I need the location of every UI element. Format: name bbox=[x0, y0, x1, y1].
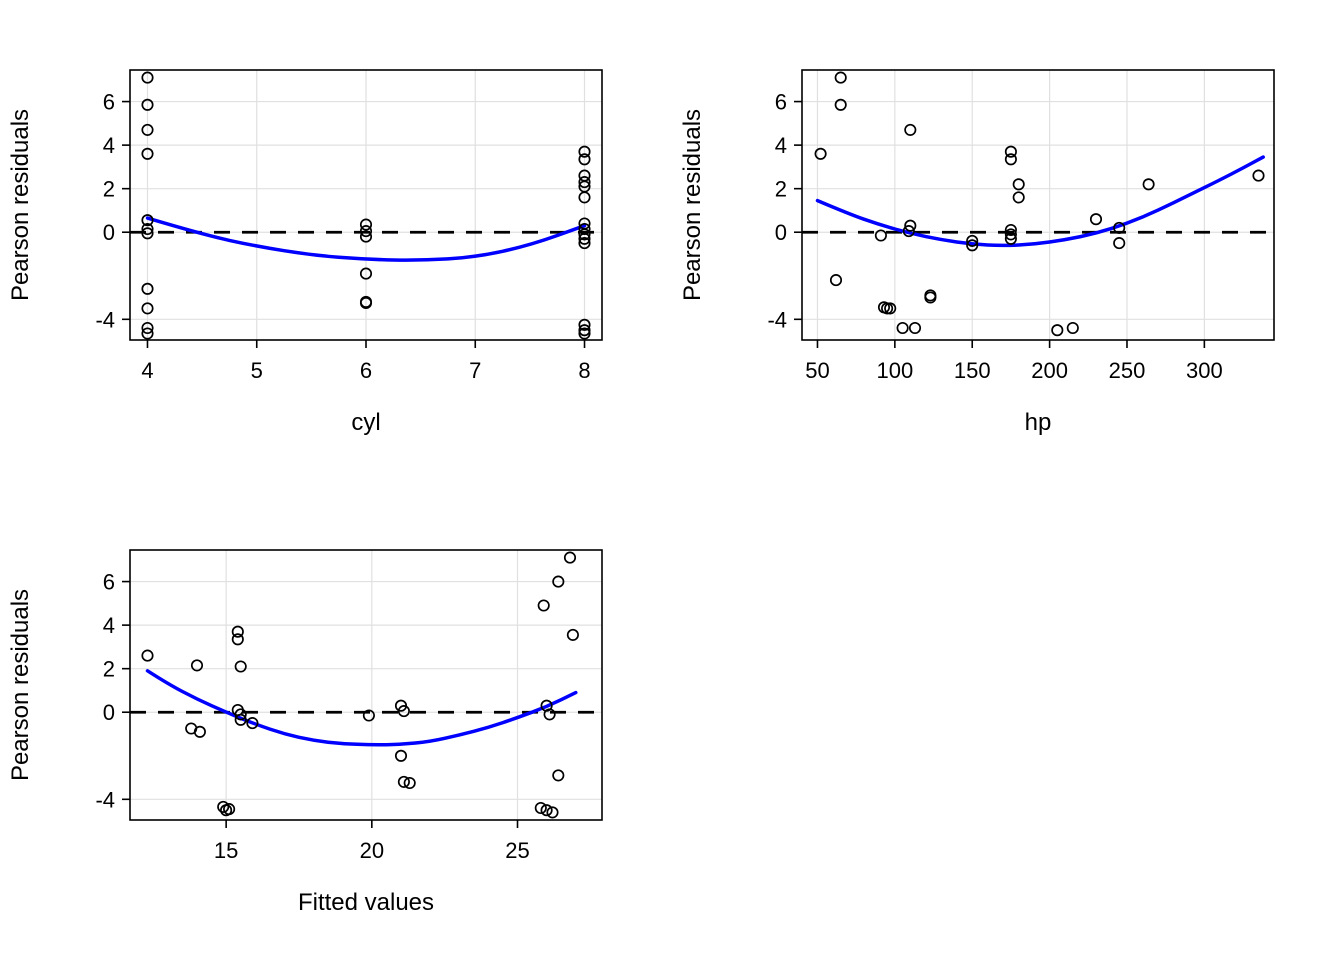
x-tick-label: 6 bbox=[360, 358, 372, 383]
smooth-fit-line bbox=[815, 155, 1265, 248]
gridlines bbox=[130, 550, 602, 820]
y-axis-label: Pearson residuals bbox=[7, 589, 34, 781]
smooth-fit-line bbox=[145, 216, 587, 262]
y-tick-label: -4 bbox=[767, 307, 787, 332]
y-axis: -4 0 2 4 6 bbox=[95, 570, 130, 812]
y-tick-label: 6 bbox=[103, 570, 115, 595]
y-tick-label: 0 bbox=[103, 220, 115, 245]
hp-residual-plot: 50 100 150 200 250 300 -4 0 2 4 6 hp Pearson residua… bbox=[679, 69, 1275, 436]
y-tick-label: -4 bbox=[95, 787, 115, 812]
gridlines bbox=[130, 70, 602, 340]
panel-fitted-values: 15 20 25 -4 0 2 4 6 Fitted values Pearson residua… bbox=[0, 480, 672, 960]
x-tick-label: 200 bbox=[1031, 358, 1068, 383]
y-tick-label: 6 bbox=[775, 90, 787, 115]
y-axis-label: Pearson residuals bbox=[679, 109, 706, 301]
x-axis: 50 100 150 200 250 300 bbox=[805, 340, 1223, 383]
empty-cell bbox=[672, 480, 1344, 960]
y-tick-label: 2 bbox=[775, 177, 787, 202]
x-tick-label: 25 bbox=[505, 838, 529, 863]
y-tick-label: 4 bbox=[103, 613, 115, 638]
gridlines bbox=[802, 70, 1274, 340]
y-axis: -4 0 2 4 6 bbox=[767, 90, 802, 332]
y-tick-label: 4 bbox=[775, 133, 787, 158]
plot-box bbox=[129, 549, 603, 821]
data-points bbox=[814, 71, 1265, 337]
panel-cyl: 4 5 6 7 8 -4 0 2 4 6 cyl Pearson residuals bbox=[0, 0, 672, 480]
x-axis: 15 20 25 bbox=[214, 820, 530, 863]
y-tick-label: 0 bbox=[103, 700, 115, 725]
x-tick-label: 15 bbox=[214, 838, 238, 863]
cyl-residual-plot: 4 5 6 7 8 -4 0 2 4 6 cyl Pearson residuals bbox=[7, 69, 603, 436]
x-axis-label: cyl bbox=[351, 409, 380, 436]
x-tick-label: 4 bbox=[141, 358, 153, 383]
x-axis: 4 5 6 7 8 bbox=[141, 340, 591, 383]
y-tick-label: -4 bbox=[95, 307, 115, 332]
x-axis-label: Fitted values bbox=[298, 889, 434, 916]
x-tick-label: 300 bbox=[1186, 358, 1223, 383]
x-axis-label: hp bbox=[1025, 409, 1052, 436]
x-tick-label: 100 bbox=[876, 358, 913, 383]
y-tick-label: 2 bbox=[103, 177, 115, 202]
x-tick-label: 20 bbox=[360, 838, 384, 863]
x-tick-label: 8 bbox=[578, 358, 590, 383]
x-tick-label: 250 bbox=[1109, 358, 1146, 383]
data-points bbox=[141, 551, 579, 819]
y-tick-label: 0 bbox=[775, 220, 787, 245]
data-points bbox=[141, 71, 591, 340]
x-tick-label: 150 bbox=[954, 358, 991, 383]
fitted-values-residual-plot: 15 20 25 -4 0 2 4 6 Fitted values Pearson residua… bbox=[7, 549, 603, 916]
y-axis-label: Pearson residuals bbox=[7, 109, 34, 301]
x-tick-label: 50 bbox=[805, 358, 829, 383]
x-tick-label: 7 bbox=[469, 358, 481, 383]
y-axis: -4 0 2 4 6 bbox=[95, 90, 130, 332]
x-tick-label: 5 bbox=[251, 358, 263, 383]
plot-box bbox=[801, 69, 1275, 341]
panel-hp: 50 100 150 200 250 300 -4 0 2 4 6 hp Pearson residua… bbox=[672, 0, 1344, 480]
y-tick-label: 2 bbox=[103, 657, 115, 682]
y-tick-label: 4 bbox=[103, 133, 115, 158]
smooth-fit-line bbox=[145, 669, 578, 747]
y-tick-label: 6 bbox=[103, 90, 115, 115]
